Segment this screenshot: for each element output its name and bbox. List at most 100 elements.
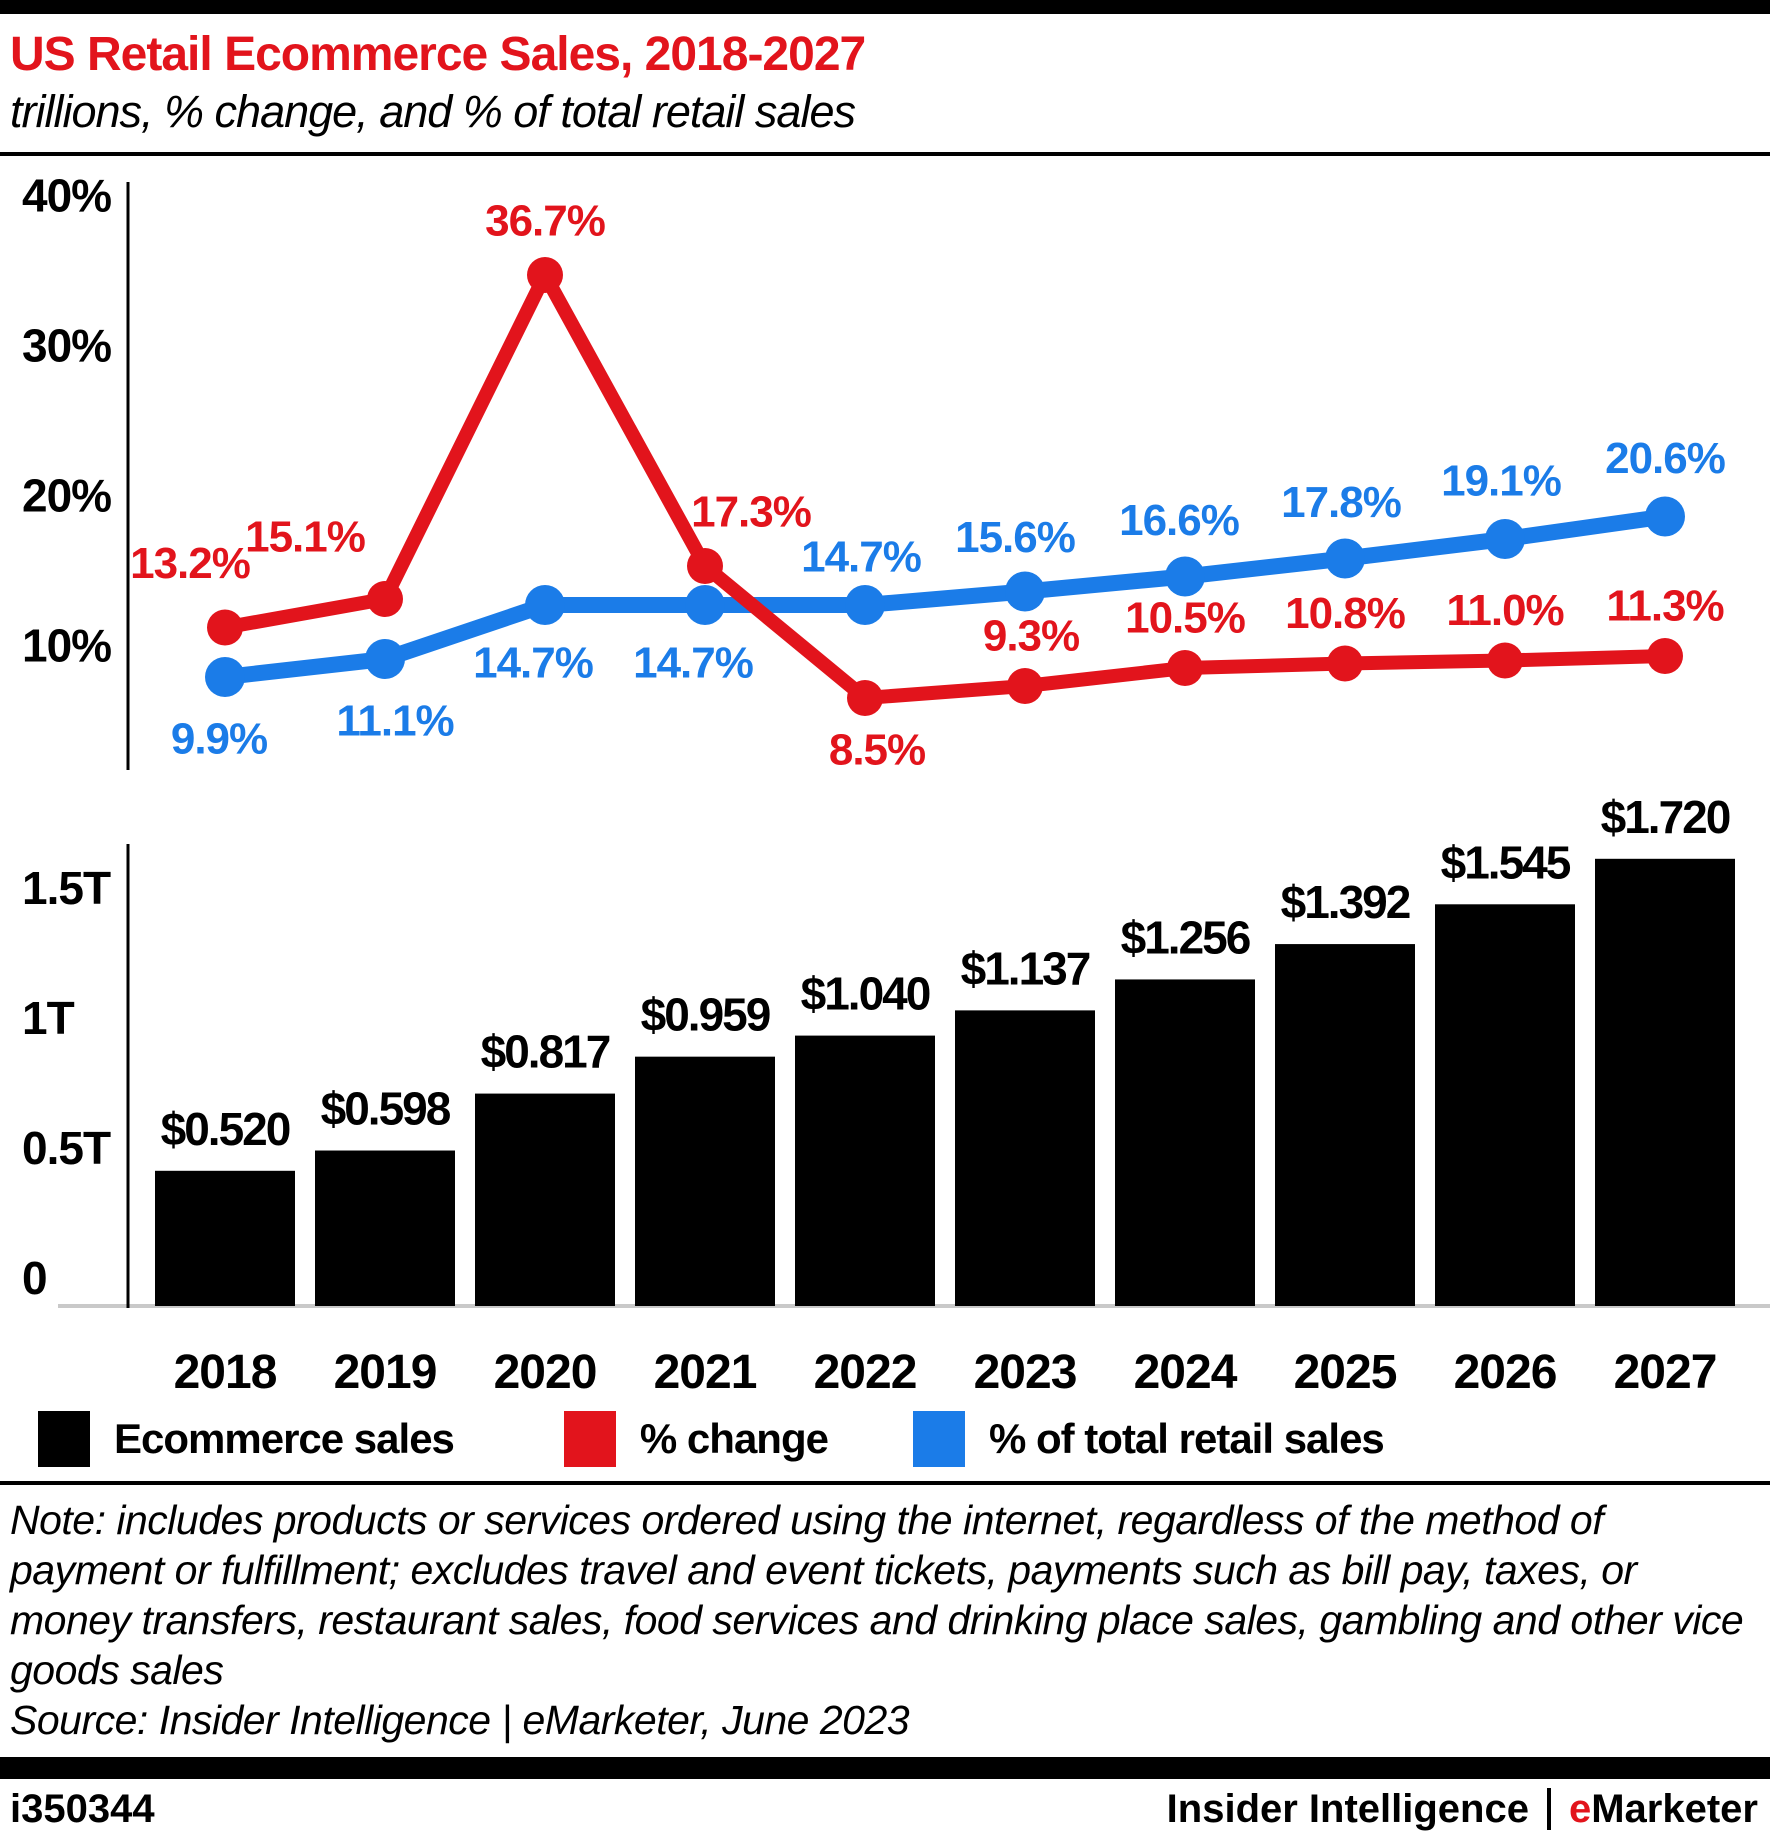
footer: i350344 Insider Intelligence eMarketer xyxy=(0,1779,1770,1832)
legend-item-pct-of-total-retail-sales: % of total retail sales xyxy=(912,1410,1385,1467)
pct-of-total-retail-sales-point xyxy=(1165,556,1205,597)
pct-of-total-retail-sales-label: 17.8% xyxy=(1281,478,1401,527)
bar-axis-tick: 0 xyxy=(22,1252,47,1304)
page-subtitle: trillions, % change, and % of total reta… xyxy=(10,86,856,138)
top-black-bar xyxy=(0,0,1770,14)
bar-value-label: $1.545 xyxy=(1441,836,1571,888)
legend-label: % change xyxy=(639,1414,829,1462)
pct-of-total-retail-sales-line xyxy=(217,508,1673,685)
pct-of-total-retail-sales-point xyxy=(205,656,245,697)
bar xyxy=(315,1150,455,1306)
line-axis-tick: 40% xyxy=(22,169,111,221)
header: US Retail Ecommerce Sales, 2018-2027 tri… xyxy=(0,14,1770,136)
pct-of-total-retail-sales-point xyxy=(1485,518,1525,559)
pct-of-total-retail-sales-label: 11.1% xyxy=(336,696,453,745)
line-axis-tick: 10% xyxy=(22,619,111,671)
pct-change-point xyxy=(527,256,563,293)
pct-of-total-retail-sales-label: 14.7% xyxy=(473,638,593,687)
bar-value-label: $0.817 xyxy=(481,1025,610,1077)
pct-change-point xyxy=(1007,667,1043,704)
legend-swatch xyxy=(38,1410,90,1467)
brand-emarketer: eMarketer xyxy=(1569,1787,1758,1832)
x-axis-year-label: 2023 xyxy=(974,1346,1077,1399)
pct-of-total-retail-sales-label: 14.7% xyxy=(801,532,921,581)
pct-change-label: 13.2% xyxy=(130,539,250,588)
pct-change-label: 8.5% xyxy=(829,725,925,774)
bar xyxy=(795,1035,935,1306)
page-title: US Retail Ecommerce Sales, 2018-2027 xyxy=(10,28,866,81)
pct-change-label: 11.3% xyxy=(1606,581,1723,630)
x-axis-year-label: 2022 xyxy=(814,1346,917,1399)
legend: Ecommerce sales % change % of total reta… xyxy=(0,1409,1770,1469)
pct-change-label: 10.5% xyxy=(1125,593,1245,642)
brand-insider-intelligence: Insider Intelligence xyxy=(1166,1786,1529,1831)
note-text: Note: includes products or services orde… xyxy=(10,1496,1744,1693)
bar xyxy=(1115,979,1255,1306)
bar-value-label: $1.392 xyxy=(1281,876,1410,928)
bar-value-label: $1.720 xyxy=(1601,790,1730,842)
line-axis-tick: 30% xyxy=(22,319,111,371)
bar-value-label: $0.959 xyxy=(641,988,770,1040)
note-block: Note: includes products or services orde… xyxy=(0,1485,1770,1745)
pct-change-label: 10.8% xyxy=(1285,589,1405,638)
pct-of-total-retail-sales-label: 20.6% xyxy=(1605,434,1725,483)
pct-of-total-retail-sales-point xyxy=(685,584,725,625)
pct-of-total-retail-sales-label: 16.6% xyxy=(1119,496,1239,545)
x-axis-year-label: 2020 xyxy=(494,1346,597,1399)
pct-change-label: 11.0% xyxy=(1446,586,1563,635)
x-axis-year-label: 2021 xyxy=(654,1346,757,1399)
pct-change-point xyxy=(847,679,883,716)
brand-emarketer-e: e xyxy=(1568,1786,1592,1831)
source-text: Source: Insider Intelligence | eMarketer… xyxy=(10,1696,910,1743)
x-axis-year-label: 2025 xyxy=(1294,1346,1397,1399)
pct-of-total-retail-sales-point xyxy=(525,584,565,625)
pct-of-total-retail-sales-point xyxy=(365,638,405,679)
x-axis-year-label: 2024 xyxy=(1134,1346,1238,1399)
footer-black-bar xyxy=(0,1756,1770,1779)
bar-axis-tick: 1T xyxy=(22,992,75,1044)
legend-label: Ecommerce sales xyxy=(114,1414,455,1462)
bar-value-label: $0.598 xyxy=(321,1082,451,1134)
line-axis-tick: 20% xyxy=(22,469,111,521)
pct-of-total-retail-sales-point xyxy=(1645,496,1685,537)
pct-change-point xyxy=(687,547,723,584)
bar xyxy=(475,1093,615,1306)
pct-change-point xyxy=(1487,642,1523,679)
bar xyxy=(955,1010,1095,1306)
pct-change-point xyxy=(1647,637,1683,674)
pct-change-point xyxy=(1327,645,1363,682)
pct-of-total-retail-sales-label: 14.7% xyxy=(633,638,753,687)
pct-change-label: 15.1% xyxy=(245,512,365,561)
bar-value-label: $1.040 xyxy=(801,967,930,1019)
brand-separator xyxy=(1546,1788,1551,1831)
x-axis-year-label: 2019 xyxy=(334,1346,437,1399)
bar-axis-tick: 0.5T xyxy=(22,1122,111,1174)
chart-id: i350344 xyxy=(10,1786,155,1831)
x-axis-year-label: 2027 xyxy=(1614,1346,1717,1399)
legend-swatch xyxy=(912,1410,965,1467)
pct-change-label: 36.7% xyxy=(485,196,605,245)
pct-change-label: 9.3% xyxy=(983,611,1079,660)
bar-value-label: $0.520 xyxy=(161,1102,290,1154)
pct-of-total-retail-sales-point xyxy=(1325,538,1365,579)
pct-change-label: 17.3% xyxy=(691,487,811,536)
pct-of-total-retail-sales-label: 19.1% xyxy=(1441,456,1561,505)
pct-of-total-retail-sales-point xyxy=(1005,571,1045,612)
bar xyxy=(635,1056,775,1306)
pct-of-total-retail-sales-point xyxy=(845,584,885,625)
pct-of-total-retail-sales-label: 9.9% xyxy=(171,714,267,763)
note-divider xyxy=(0,1480,1770,1485)
bar-axis-tick: 1.5T xyxy=(22,862,111,914)
bar xyxy=(1595,858,1735,1306)
legend-swatch xyxy=(563,1410,616,1467)
pct-change-point xyxy=(207,609,243,646)
x-axis-year-label: 2018 xyxy=(174,1346,277,1399)
x-axis-year-label: 2026 xyxy=(1454,1346,1557,1399)
legend-item-pct-change: % change xyxy=(563,1410,829,1467)
brand-lockup: Insider Intelligence eMarketer xyxy=(1167,1787,1758,1832)
legend-label: % of total retail sales xyxy=(988,1414,1385,1462)
bar xyxy=(155,1170,295,1306)
bar-value-label: $1.256 xyxy=(1121,911,1250,963)
pct-change-point xyxy=(367,580,403,617)
